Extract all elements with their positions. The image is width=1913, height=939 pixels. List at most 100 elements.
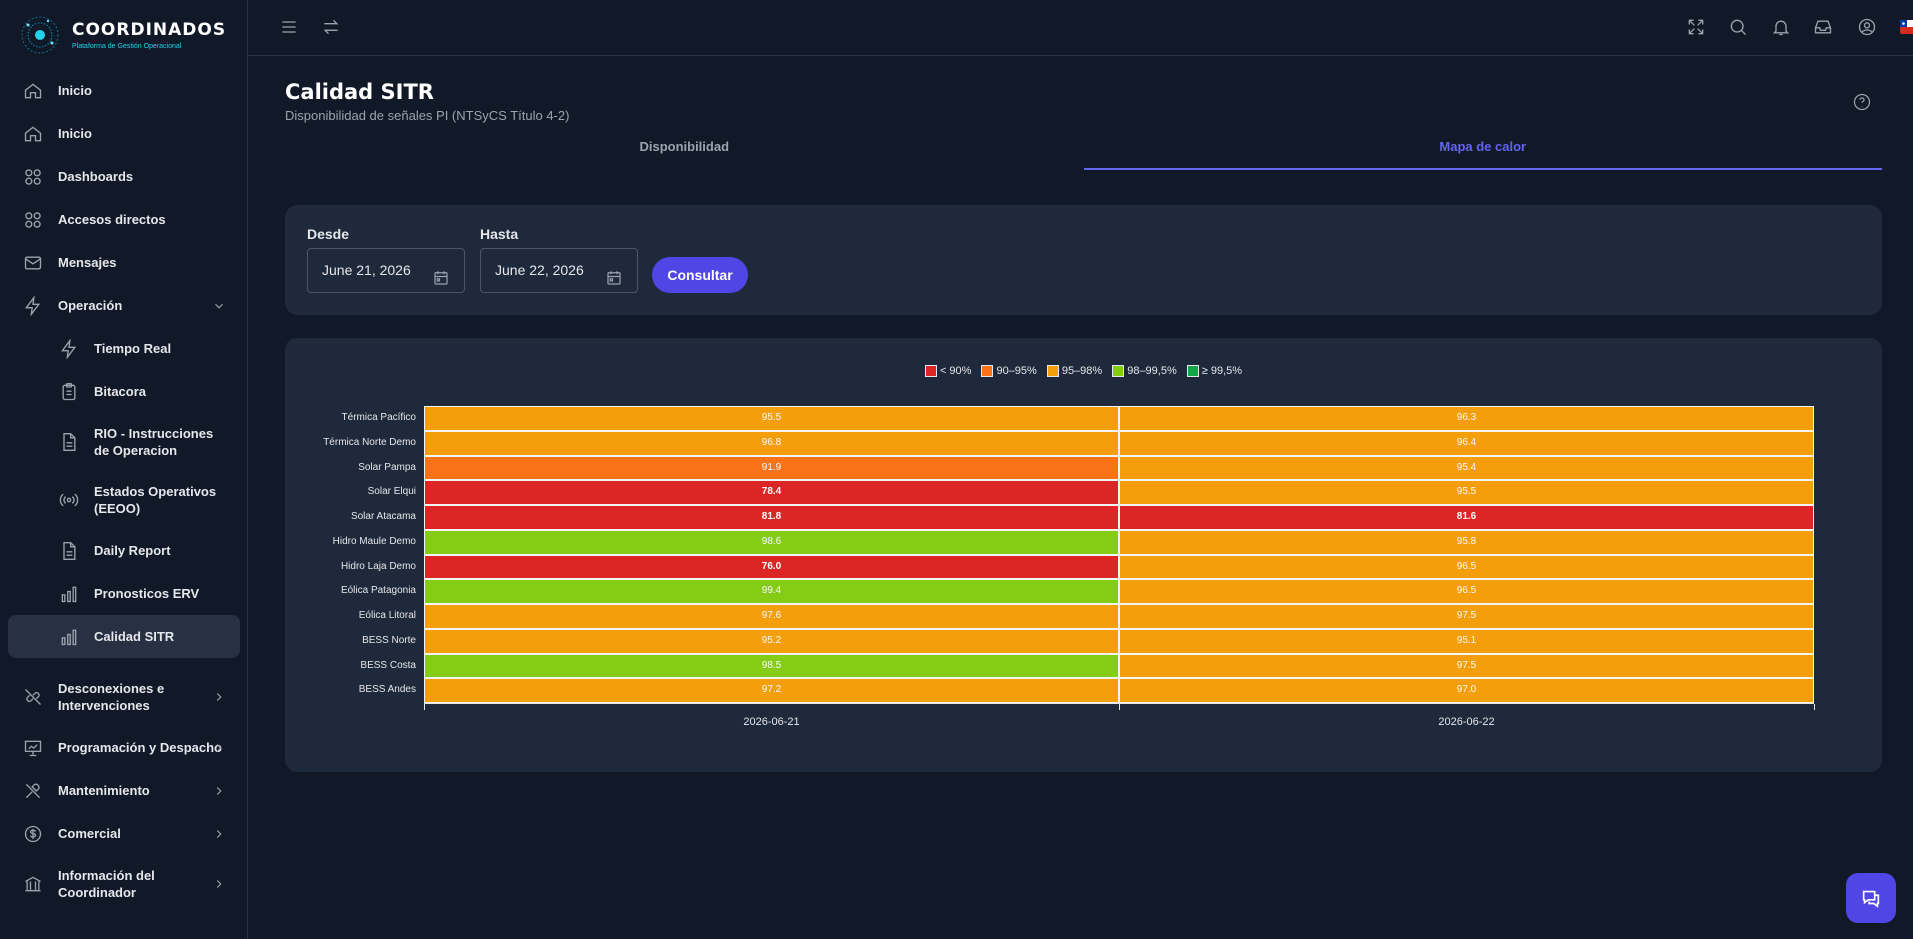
y-tick-label: Eólica Litoral: [358, 610, 416, 621]
calendar-icon[interactable]: [605, 261, 623, 285]
heatmap-row-labels: Térmica Pacífico Térmica Norte Demo Solar …: [285, 406, 416, 703]
sidebar-item-accesos-directos[interactable]: Accesos directos: [8, 198, 240, 241]
mail-icon: [22, 252, 44, 274]
sidebar-item-desconexiones[interactable]: Desconexiones e Intervenciones: [8, 668, 240, 726]
sidebar-item-label: Información del Coordinador: [58, 868, 155, 900]
y-tick-label: Solar Elqui: [367, 486, 416, 498]
heatmap-cell[interactable]: 96.4: [1119, 430, 1814, 456]
y-tick-label: Térmica Norte Demo: [323, 436, 416, 448]
sidebar-item-label: Estados Operativos (EEOO): [94, 484, 217, 516]
heatmap-cell[interactable]: 95.5: [424, 406, 1119, 431]
user-avatar-icon[interactable]: [1856, 16, 1878, 38]
heatmap-cell[interactable]: 95.4: [1119, 455, 1814, 481]
consultar-button[interactable]: Consultar: [652, 257, 748, 293]
brand-logo[interactable]: COORDINADOS Plataforma de Gestión Operac…: [18, 12, 226, 58]
heatmap-cell[interactable]: 95.2: [424, 628, 1119, 654]
heatmap-cell[interactable]: 98.5: [424, 653, 1119, 679]
heatmap-cell[interactable]: 98.6: [424, 529, 1119, 555]
x-tick-label: 2026-06-22: [1438, 716, 1495, 728]
sidebar-item-label: Comercial: [58, 826, 121, 841]
chevron-right-icon[interactable]: [212, 827, 226, 841]
heatmap-cell[interactable]: 76.0: [424, 554, 1119, 580]
filter-card: Desde June 21, 2026 Hasta June 22, 2026 …: [285, 205, 1882, 315]
to-date-value: June 22, 2026: [495, 262, 584, 278]
switch-icon[interactable]: [320, 16, 342, 38]
sidebar-item-bitacora[interactable]: Bitacora: [8, 370, 240, 413]
chevron-right-icon[interactable]: [212, 690, 226, 704]
sidebar-item-mensajes[interactable]: Mensajes: [8, 241, 240, 284]
heatmap-cell[interactable]: 97.5: [1119, 653, 1814, 679]
sidebar-item-inicio[interactable]: Inicio: [8, 69, 240, 112]
bell-icon[interactable]: [1770, 16, 1792, 38]
chevron-right-icon[interactable]: [212, 784, 226, 798]
sidebar-item-label: Pronosticos ERV: [94, 586, 200, 601]
legend-item[interactable]: 90–95%: [981, 365, 1037, 377]
sidebar-item-label: Inicio: [58, 83, 92, 98]
legend-item[interactable]: 95–98%: [1046, 365, 1102, 377]
grid-icon: [22, 166, 44, 188]
to-date-input[interactable]: June 22, 2026: [480, 248, 638, 293]
calendar-icon[interactable]: [432, 261, 450, 285]
document-icon: [58, 540, 80, 562]
chile-flag-icon[interactable]: [1900, 20, 1913, 34]
heatmap-cell[interactable]: 91.9: [424, 455, 1119, 481]
tab-disponibilidad[interactable]: Disponibilidad: [639, 139, 730, 154]
sidebar-item-programacion[interactable]: Programación y Despacho: [8, 726, 240, 769]
sidebar-item-daily-report[interactable]: Daily Report: [8, 529, 240, 572]
sidebar-item-informacion-coordinador[interactable]: Información del Coordinador: [8, 855, 240, 913]
chevron-right-icon[interactable]: [212, 877, 226, 891]
heatmap-cell[interactable]: 95.5: [1119, 480, 1814, 505]
sidebar-item-tiempo-real[interactable]: Tiempo Real: [8, 327, 240, 370]
x-axis-labels: 2026-06-21 2026-06-22: [424, 716, 1814, 728]
menu-icon[interactable]: [278, 16, 300, 38]
sidebar-item-operacion[interactable]: Operación: [8, 284, 240, 327]
legend-label: ≥ 99,5%: [1201, 365, 1243, 377]
legend-item[interactable]: 98–99,5%: [1112, 365, 1177, 377]
sidebar-item-calidad-sitr[interactable]: Calidad SITR: [8, 615, 240, 658]
heatmap-cell[interactable]: 81.6: [1119, 505, 1814, 530]
sidebar-item-dashboards[interactable]: Dashboards: [8, 155, 240, 198]
heatmap-cell[interactable]: 97.6: [424, 604, 1119, 629]
chat-button[interactable]: [1846, 873, 1896, 923]
sidebar-item-estados-operativos[interactable]: Estados Operativos (EEOO): [8, 471, 240, 529]
heatmap-cell[interactable]: 97.2: [424, 678, 1119, 703]
tab-mapa-de-calor[interactable]: Mapa de calor: [1083, 130, 1882, 170]
sidebar-item-inicio-2[interactable]: Inicio: [8, 112, 240, 155]
heatmap-cell[interactable]: 99.4: [424, 579, 1119, 604]
clipboard-icon: [58, 381, 80, 403]
sidebar: COORDINADOS Plataforma de Gestión Operac…: [0, 0, 248, 939]
chevron-down-icon[interactable]: [212, 299, 226, 313]
heatmap-cell[interactable]: 96.5: [1119, 579, 1814, 604]
search-icon[interactable]: [1727, 16, 1749, 38]
chevron-right-icon[interactable]: [212, 741, 226, 755]
fullscreen-icon[interactable]: [1685, 16, 1707, 38]
heatmap-cell[interactable]: 96.8: [424, 430, 1119, 456]
from-date-input[interactable]: June 21, 2026: [307, 248, 465, 293]
heatmap-cell[interactable]: 81.8: [424, 505, 1119, 530]
legend-label: 90–95%: [996, 365, 1037, 377]
chat-icon: [1862, 890, 1880, 908]
help-icon[interactable]: [1852, 92, 1872, 112]
sidebar-item-mantenimiento[interactable]: Mantenimiento: [8, 769, 240, 812]
legend-item[interactable]: < 90%: [924, 365, 972, 377]
heatmap-cell[interactable]: 97.5: [1119, 604, 1814, 629]
heatmap-cell[interactable]: 78.4: [424, 480, 1119, 505]
heatmap-cell[interactable]: 97.0: [1119, 678, 1814, 703]
heatmap-cell[interactable]: 96.5: [1119, 554, 1814, 580]
y-tick-label: BESS Andes: [358, 684, 416, 696]
legend-label: < 90%: [939, 365, 972, 377]
sidebar-item-rio-instrucciones[interactable]: RIO - Instrucciones de Operacion: [8, 413, 240, 471]
heatmap-cell[interactable]: 95.8: [1119, 529, 1814, 555]
sidebar-item-comercial[interactable]: Comercial: [8, 812, 240, 855]
inbox-icon[interactable]: [1812, 16, 1834, 38]
heatmap-cell[interactable]: 95.1: [1119, 628, 1814, 654]
y-tick-label: Hidro Maule Demo: [332, 535, 416, 547]
broadcast-icon: [58, 489, 80, 511]
sidebar-item-pronosticos-erv[interactable]: Pronosticos ERV: [8, 572, 240, 615]
heatmap-cell[interactable]: 96.3: [1119, 406, 1814, 431]
sidebar-item-label: Programación y Despacho: [58, 740, 222, 755]
legend-swatch: [1186, 365, 1199, 377]
bolt-icon: [58, 338, 80, 360]
bar-chart-icon: [58, 626, 80, 648]
legend-item[interactable]: ≥ 99,5%: [1186, 365, 1243, 377]
